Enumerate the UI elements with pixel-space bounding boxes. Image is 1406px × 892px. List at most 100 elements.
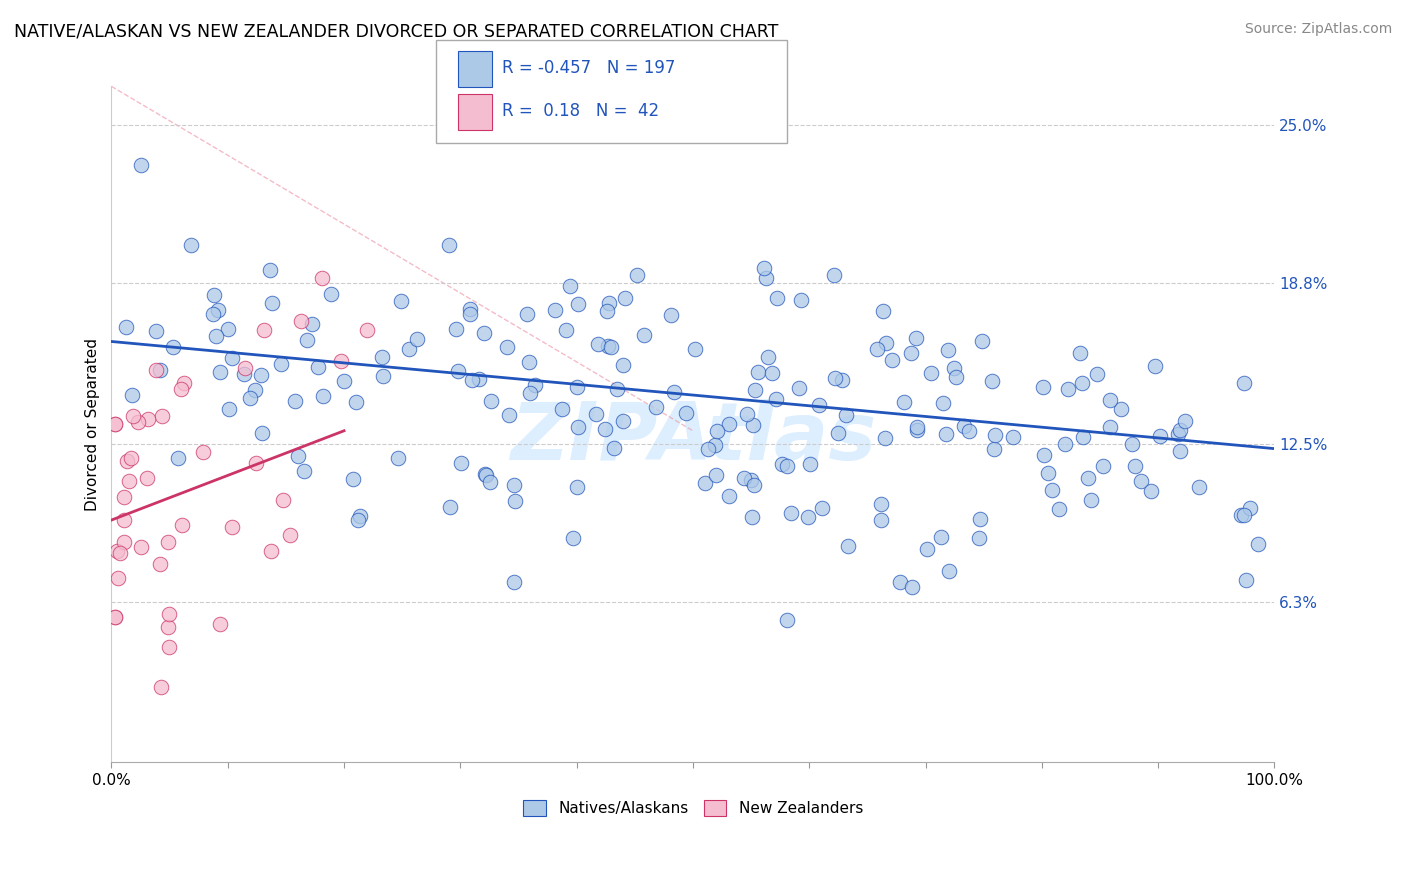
Point [567, 297, 589, 311]
Point [772, 457, 794, 471]
Point [108, 545, 131, 559]
Point [1057, 383, 1080, 397]
Point [136, 471, 159, 485]
Point [262, 295, 284, 310]
Point [787, 381, 810, 395]
Point [733, 471, 755, 485]
Point [873, 431, 896, 445]
Point [1230, 508, 1253, 522]
Point [717, 417, 740, 431]
Point [835, 408, 858, 422]
Point [458, 301, 481, 316]
Point [150, 409, 173, 423]
Point [810, 501, 832, 516]
Point [544, 303, 567, 318]
Point [446, 322, 468, 336]
Point [344, 394, 367, 409]
Point [105, 543, 128, 558]
Point [866, 343, 889, 357]
Text: ZIPAtlas: ZIPAtlas [510, 399, 876, 477]
Point [398, 343, 420, 357]
Y-axis label: Divorced or Separated: Divorced or Separated [86, 338, 100, 511]
Point [796, 510, 818, 524]
Point [239, 392, 262, 406]
Point [524, 377, 547, 392]
Point [114, 535, 136, 549]
Point [127, 415, 149, 429]
Point [957, 425, 980, 439]
Point [162, 340, 184, 354]
Point [479, 394, 502, 409]
Point [776, 613, 799, 627]
Point [517, 355, 540, 369]
Point [675, 406, 697, 420]
Point [550, 402, 572, 417]
Point [157, 535, 180, 549]
Point [900, 345, 922, 359]
Point [356, 323, 378, 337]
Legend: Natives/Alaskans, New Zealanders: Natives/Alaskans, New Zealanders [517, 794, 869, 822]
Point [775, 459, 797, 474]
Point [516, 307, 538, 321]
Point [498, 408, 520, 422]
Point [659, 308, 682, 322]
Point [1036, 466, 1059, 480]
Point [932, 396, 955, 410]
Point [969, 512, 991, 526]
Point [252, 426, 274, 441]
Point [1168, 423, 1191, 437]
Text: Source: ZipAtlas.com: Source: ZipAtlas.com [1244, 22, 1392, 37]
Point [645, 400, 668, 414]
Point [218, 402, 240, 417]
Point [217, 322, 239, 336]
Point [173, 376, 195, 390]
Point [156, 620, 179, 634]
Point [405, 332, 427, 346]
Point [1085, 367, 1108, 381]
Point [945, 370, 967, 384]
Point [243, 383, 266, 397]
Point [1233, 376, 1256, 391]
Point [880, 353, 903, 368]
Point [439, 500, 461, 515]
Point [474, 467, 496, 481]
Point [766, 292, 789, 306]
Point [115, 454, 138, 468]
Point [831, 373, 853, 387]
Point [870, 497, 893, 511]
Point [1091, 458, 1114, 473]
Point [981, 374, 1004, 388]
Point [1080, 492, 1102, 507]
Point [233, 361, 256, 376]
Point [565, 380, 588, 394]
Point [311, 271, 333, 285]
Point [104, 417, 127, 431]
Point [370, 351, 392, 365]
Point [121, 388, 143, 402]
Point [603, 441, 626, 455]
Point [905, 420, 928, 434]
Point [935, 427, 957, 442]
Point [373, 368, 395, 383]
Point [172, 517, 194, 532]
Point [555, 323, 578, 337]
Point [875, 336, 897, 351]
Point [205, 328, 228, 343]
Point [437, 237, 460, 252]
Point [118, 474, 141, 488]
Point [191, 445, 214, 459]
Point [1032, 380, 1054, 394]
Point [312, 389, 335, 403]
Point [929, 530, 952, 544]
Point [808, 398, 831, 412]
Point [827, 426, 849, 441]
Point [704, 467, 727, 482]
Point [1167, 426, 1189, 441]
Point [387, 450, 409, 465]
Point [122, 409, 145, 424]
Point [149, 557, 172, 571]
Point [207, 302, 229, 317]
Point [1099, 420, 1122, 434]
Point [221, 351, 243, 366]
Point [600, 340, 623, 354]
